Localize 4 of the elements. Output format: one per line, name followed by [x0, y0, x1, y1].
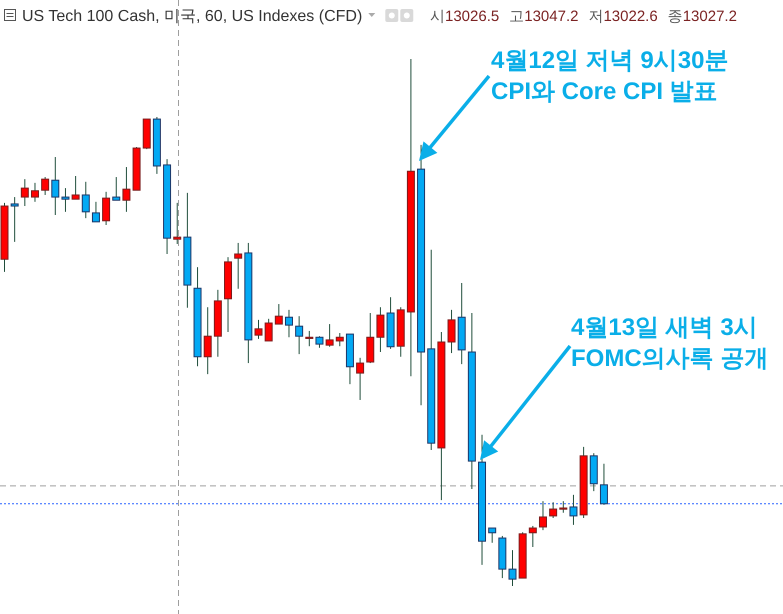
- annotation: 4월13일 새벽 3시 FOMC의사록 공개: [571, 314, 768, 372]
- chart-subtitle: 시13026.5 고13047.2 저13022.6 종13027.2: [430, 8, 737, 25]
- annotation: 4월12일 저녁 9시30분 CPI와 Core CPI 발표: [491, 47, 728, 105]
- chart-title: US Tech 100 Cash, 미국, 60, US Indexes (CFD): [22, 8, 362, 25]
